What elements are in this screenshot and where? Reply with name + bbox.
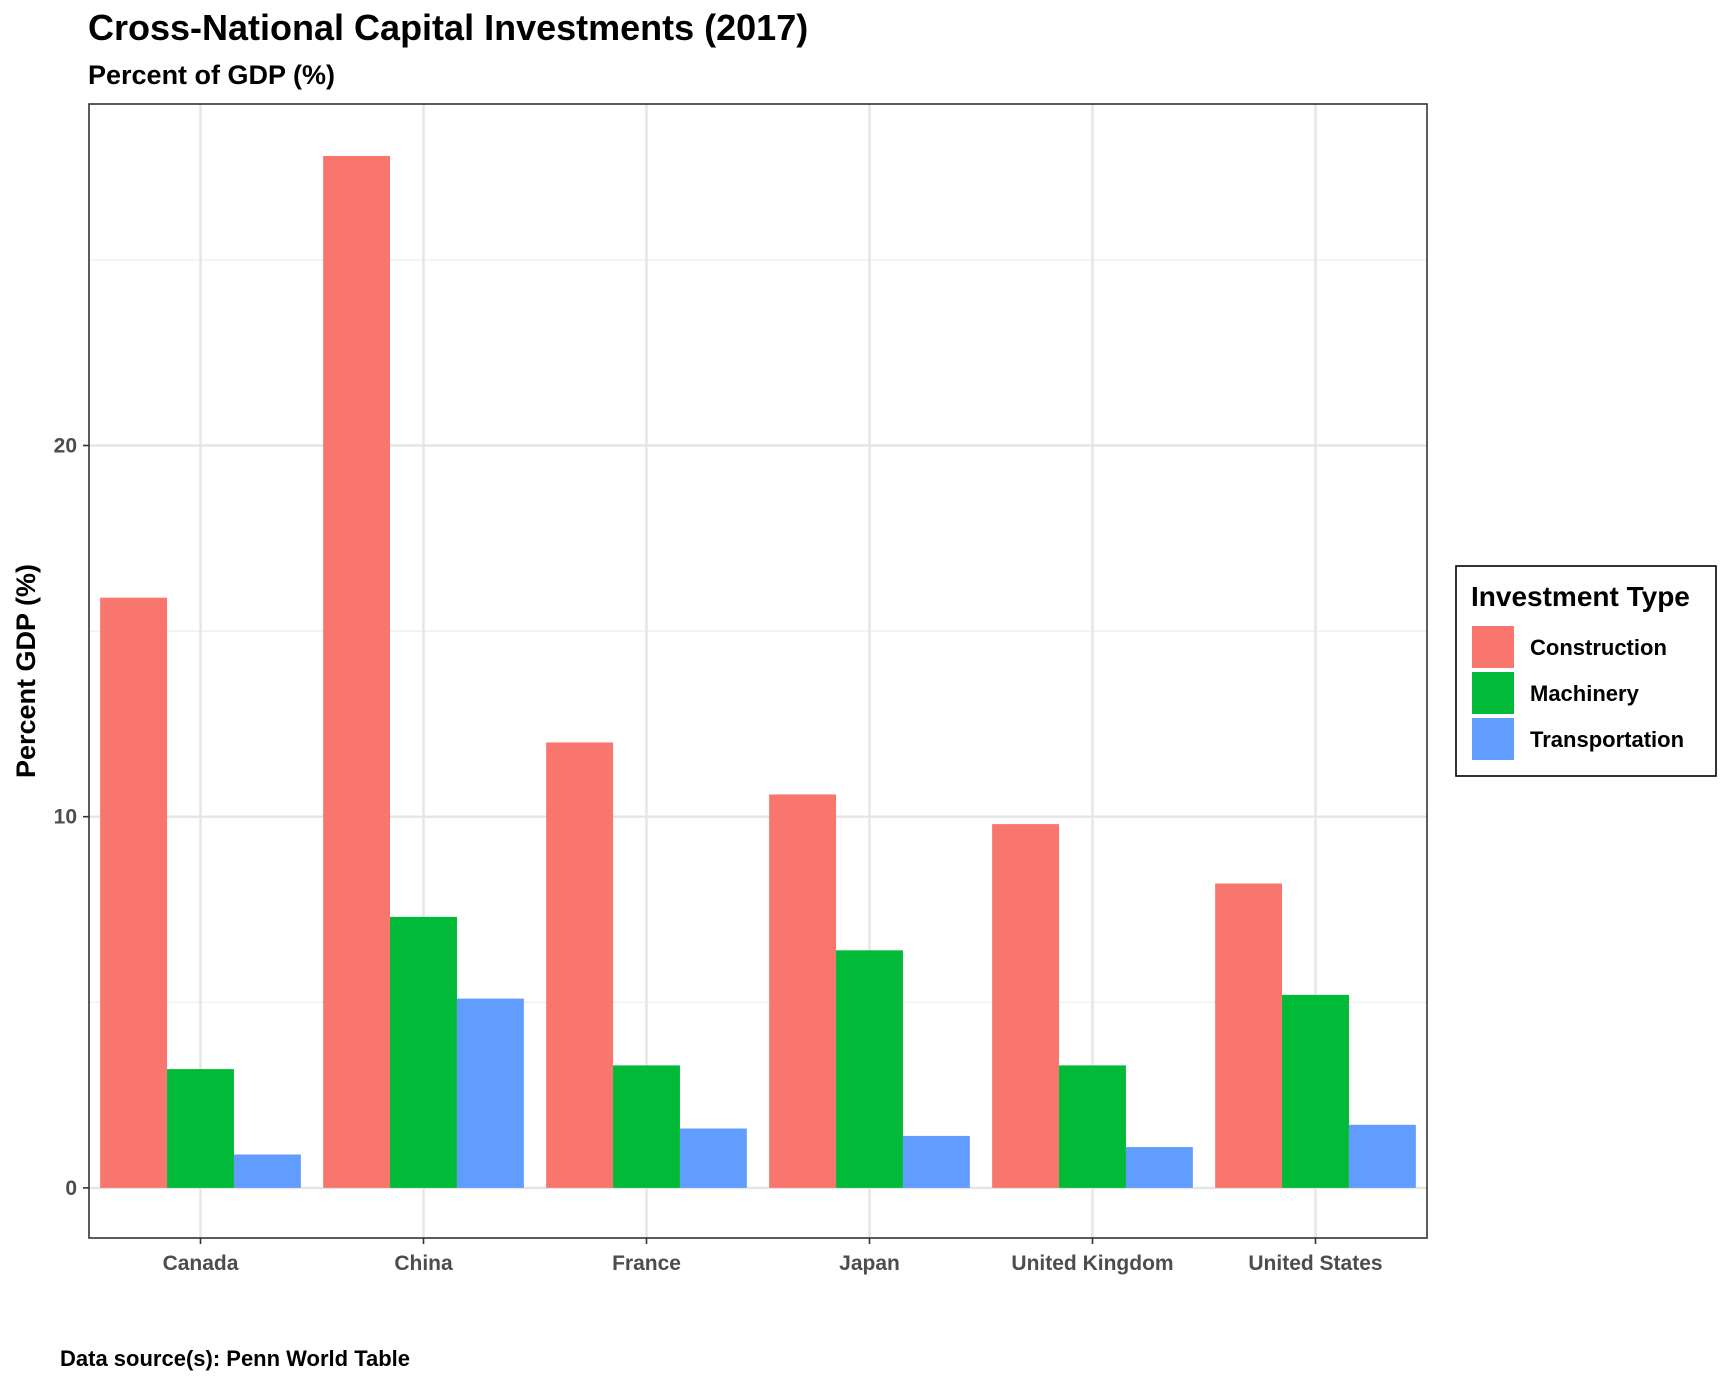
legend-items: Construction Machinery Transportation	[1472, 626, 1684, 760]
bar-construction-france[interactable]	[546, 742, 614, 1188]
legend-label-construction: Construction	[1530, 635, 1667, 660]
x-tick-label: France	[612, 1252, 681, 1275]
x-tick-label: Canada	[163, 1252, 239, 1275]
bar-transportation-united-kingdom[interactable]	[1125, 1147, 1193, 1188]
chart-caption: Data source(s): Penn World Table	[60, 1346, 410, 1371]
bar-construction-japan[interactable]	[769, 794, 837, 1188]
y-tick-label: 0	[65, 1177, 77, 1200]
bar-machinery-united-kingdom[interactable]	[1059, 1065, 1126, 1188]
y-axis: 0 10 20	[54, 434, 89, 1200]
bar-construction-canada[interactable]	[100, 597, 168, 1188]
bar-machinery-united-states[interactable]	[1282, 994, 1349, 1188]
legend[interactable]: Investment Type Construction Machinery Tra…	[1455, 565, 1717, 777]
bar-construction-united-kingdom[interactable]	[992, 824, 1060, 1188]
bars	[100, 155, 1416, 1188]
plot-border	[88, 103, 1428, 1239]
plot-background	[89, 104, 1427, 1238]
y-tick-label: 10	[54, 806, 77, 829]
bar-transportation-france[interactable]	[679, 1128, 747, 1188]
bar-construction-united-states[interactable]	[1215, 883, 1283, 1188]
legend-label-transportation: Transportation	[1530, 727, 1684, 752]
plot-panel	[88, 103, 1428, 1239]
legend-title: Investment Type	[1471, 581, 1690, 612]
legend-box	[1455, 565, 1717, 777]
bar-transportation-canada[interactable]	[233, 1154, 301, 1188]
bar-construction-china[interactable]	[323, 155, 391, 1188]
chart-title: Cross-National Capital Investments (2017…	[88, 7, 808, 48]
bar-transportation-japan[interactable]	[902, 1135, 970, 1188]
legend-key-machinery	[1472, 672, 1514, 714]
x-tick-label: United States	[1248, 1252, 1382, 1275]
bar-machinery-japan[interactable]	[836, 950, 903, 1188]
bar-machinery-france[interactable]	[613, 1065, 680, 1188]
x-tick-label: United Kingdom	[1011, 1252, 1173, 1275]
bar-machinery-canada[interactable]	[167, 1069, 234, 1188]
legend-key-construction	[1472, 626, 1514, 668]
bar-transportation-china[interactable]	[456, 998, 524, 1188]
x-axis: Canada China France Japan United Kingdom Unit…	[163, 1238, 1383, 1275]
chart-subtitle: Percent of GDP (%)	[88, 60, 335, 90]
y-axis-title: Percent GDP (%)	[11, 564, 41, 778]
y-tick-label: 20	[54, 434, 77, 457]
x-tick-label: China	[394, 1252, 453, 1275]
legend-key-transportation	[1472, 718, 1514, 760]
bar-machinery-china[interactable]	[390, 916, 457, 1188]
x-tick-label: Japan	[839, 1252, 900, 1275]
bar-transportation-united-states[interactable]	[1348, 1124, 1416, 1188]
legend-label-machinery: Machinery	[1530, 681, 1640, 706]
